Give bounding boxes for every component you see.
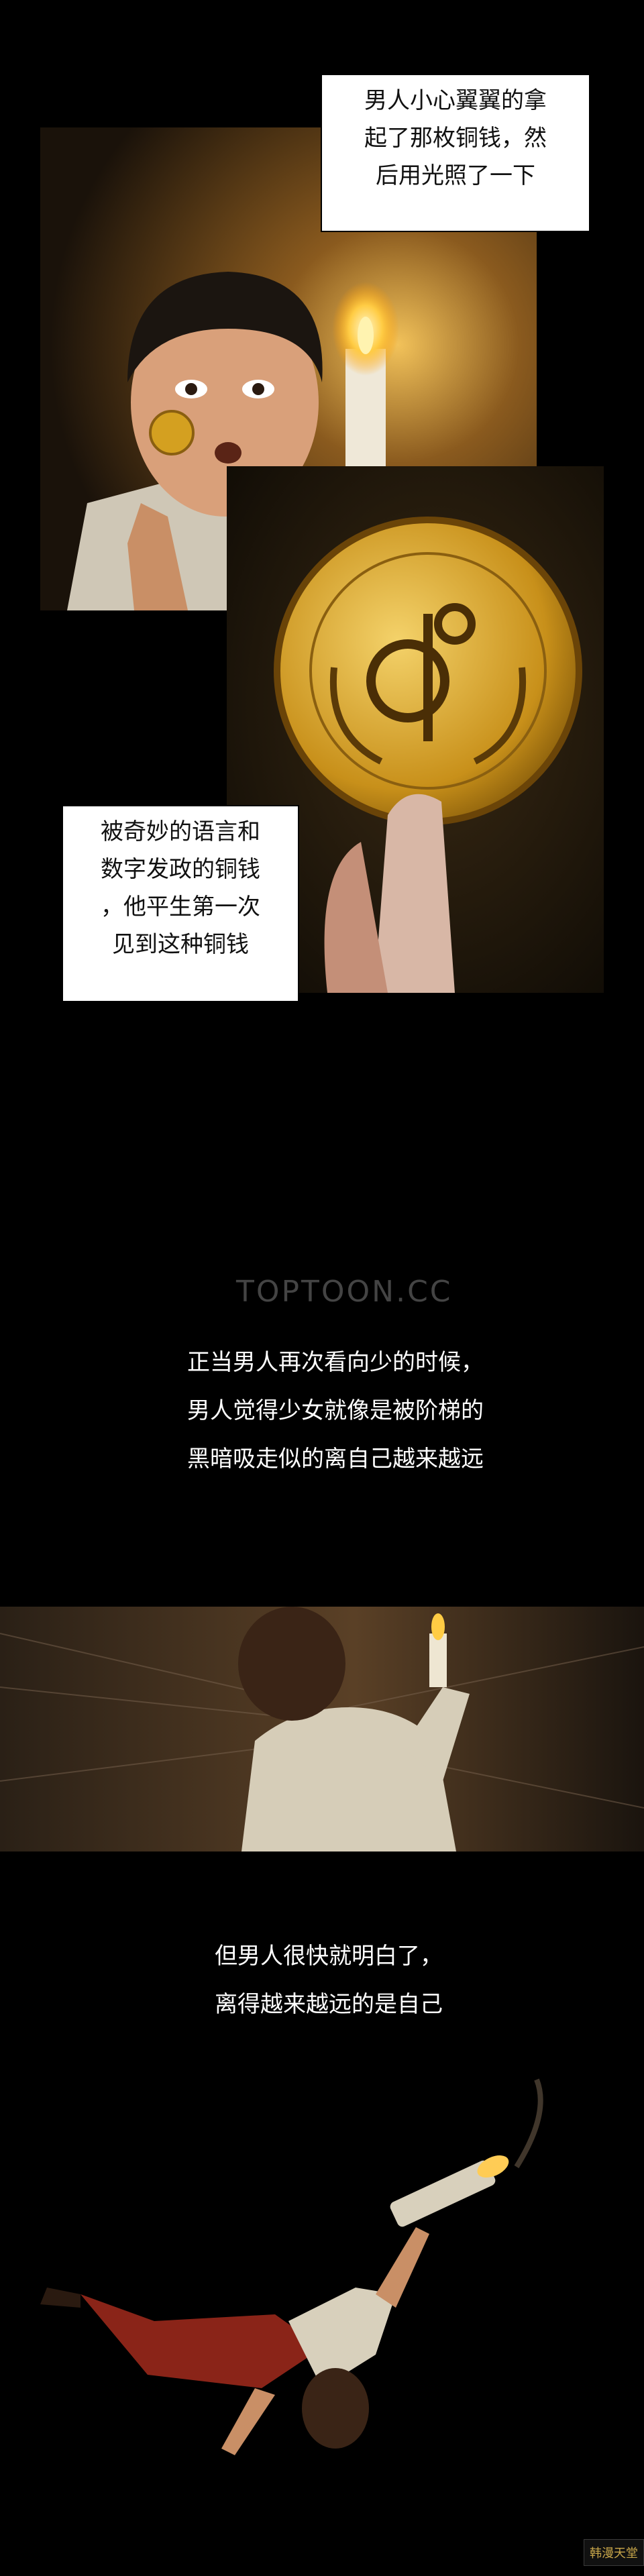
panel-man-from-behind (0, 1607, 644, 1851)
panel-art (0, 1607, 644, 1851)
caption-line: 后用光照了一下 (376, 162, 535, 189)
caption-line: 见到这种铜钱 (112, 931, 249, 958)
caption-line: 数字发政的铜钱 (101, 856, 260, 883)
caption-box-1: 男人小心翼翼的拿 起了那枚铜钱，然 后用光照了一下 (321, 74, 590, 232)
caption-line: 起了那枚铜钱，然 (364, 125, 547, 152)
narration-line: 离得越来越远的是自己 (215, 1991, 443, 2018)
narration-line: 正当男人再次看向少的时候， (187, 1349, 484, 1376)
caption-line: ，他平生第一次 (101, 894, 260, 920)
panel-art (0, 2073, 644, 2576)
corner-logo: 韩漫天堂 (584, 2539, 644, 2566)
caption-line: 被奇妙的语言和 (101, 818, 260, 845)
panel-falling-man (0, 2073, 644, 2576)
narration-line: 但男人很快就明白了， (215, 1943, 443, 1970)
caption-line: 男人小心翼翼的拿 (364, 87, 547, 114)
narration-line: 男人觉得少女就像是被阶梯的 (187, 1397, 484, 1424)
narration-block-2: 但男人很快就明白了， 离得越来越远的是自己 (168, 1932, 490, 2029)
watermark-text: TOPTOON.CC (236, 1275, 453, 1309)
narration-block-1: 正当男人再次看向少的时候， 男人觉得少女就像是被阶梯的 黑暗吸走似的离自己越来越… (161, 1338, 510, 1483)
caption-box-2: 被奇妙的语言和 数字发政的铜钱 ，他平生第一次 见到这种铜钱 (62, 805, 299, 1002)
narration-line: 黑暗吸走似的离自己越来越远 (187, 1446, 484, 1472)
